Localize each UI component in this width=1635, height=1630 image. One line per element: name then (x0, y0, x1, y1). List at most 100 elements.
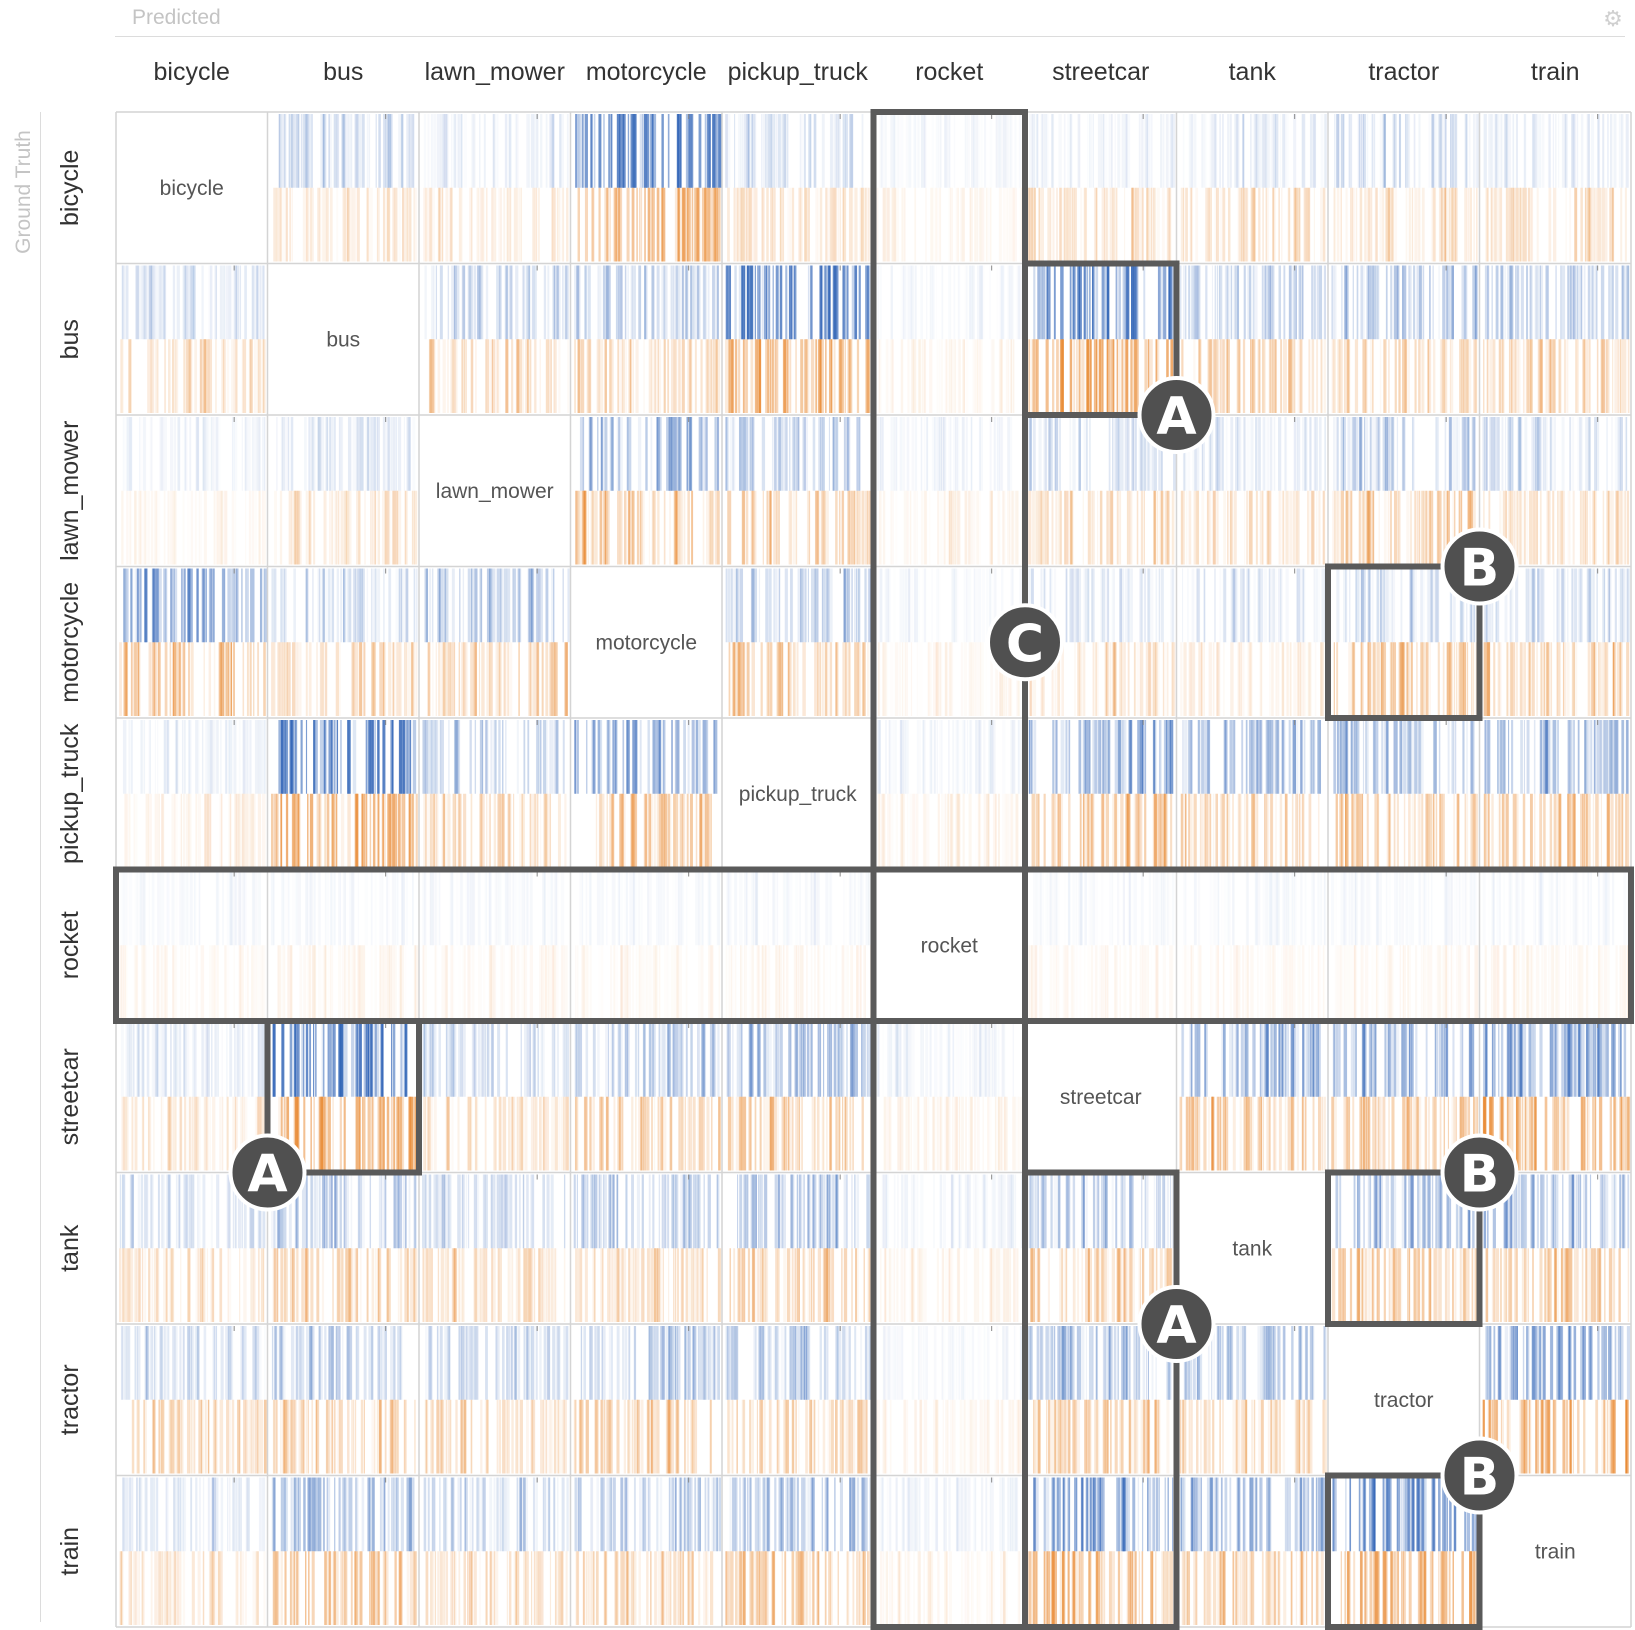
blue-stripe (1019, 114, 1021, 188)
blue-stripe (1309, 417, 1312, 491)
orange-stripe (796, 642, 799, 716)
orange-stripe (1365, 490, 1369, 565)
orange-stripe (658, 339, 662, 413)
orange-stripe (790, 642, 792, 716)
orange-stripe (950, 490, 955, 565)
orange-stripe (362, 642, 364, 716)
blue-stripe (264, 417, 266, 491)
blue-stripe (1341, 265, 1343, 340)
orange-stripe (432, 642, 434, 716)
blue-stripe (798, 417, 800, 491)
orange-stripe (1057, 642, 1061, 716)
orange-stripe (442, 642, 446, 716)
orange-stripe (767, 339, 771, 413)
blue-stripe (1380, 114, 1382, 188)
orange-stripe (1383, 642, 1387, 716)
blue-stripe (630, 265, 633, 340)
blue-stripe (1125, 417, 1129, 491)
orange-stripe (1153, 187, 1156, 262)
cell (570, 566, 722, 718)
blue-stripe (139, 568, 142, 643)
blue-stripe (1168, 265, 1170, 340)
orange-stripe (1522, 339, 1525, 413)
orange-stripe (853, 490, 856, 565)
blue-stripe (954, 114, 955, 188)
blue-stripe (140, 417, 143, 491)
orange-stripe (577, 187, 580, 262)
blue-stripe (1188, 265, 1190, 340)
orange-stripe (715, 339, 718, 413)
orange-stripe (754, 339, 759, 413)
blue-stripe (1529, 265, 1532, 340)
orange-stripe (233, 642, 235, 716)
blue-stripe (1160, 417, 1163, 491)
orange-stripe (262, 339, 266, 413)
blue-stripe (908, 568, 910, 643)
blue-stripe (1335, 114, 1339, 188)
blue-stripe (911, 417, 914, 491)
blue-stripe (1561, 265, 1566, 340)
orange-stripe (1581, 490, 1584, 565)
orange-stripe (200, 339, 202, 413)
blue-stripe (1363, 265, 1365, 340)
orange-stripe (968, 642, 972, 716)
orange-stripe (716, 490, 720, 565)
blue-stripe (1402, 265, 1404, 340)
blue-stripe (492, 114, 495, 188)
orange-stripe (457, 793, 461, 868)
blue-stripe (805, 417, 808, 491)
blue-stripe (1333, 265, 1337, 340)
orange-stripe (409, 793, 412, 868)
blue-stripe (788, 265, 793, 340)
orange-stripe (1369, 339, 1373, 413)
blue-stripe (284, 114, 286, 188)
orange-stripe (1387, 187, 1392, 262)
orange-stripe (641, 490, 645, 565)
orange-stripe (1305, 187, 1308, 262)
blue-stripe (1183, 265, 1185, 340)
blue-stripe (589, 417, 592, 491)
orange-stripe (262, 490, 264, 565)
orange-stripe (351, 642, 354, 716)
orange-stripe (878, 339, 880, 413)
blue-stripe (1402, 417, 1405, 491)
gear-icon[interactable]: ⚙ (1603, 6, 1623, 31)
blue-stripe (774, 417, 777, 491)
orange-stripe (1213, 339, 1217, 413)
orange-stripe (1240, 187, 1244, 262)
orange-stripe (822, 339, 824, 413)
blue-stripe (937, 568, 939, 643)
orange-stripe (623, 490, 627, 565)
orange-stripe (1406, 642, 1409, 716)
blue-stripe (1201, 114, 1204, 188)
blue-stripe (1555, 265, 1557, 340)
orange-stripe (1116, 490, 1119, 565)
orange-stripe (552, 642, 556, 716)
orange-stripe (534, 339, 536, 413)
blue-stripe (1115, 265, 1117, 340)
blue-stripe (1135, 265, 1138, 340)
blue-stripe (697, 720, 701, 794)
orange-stripe (1436, 490, 1440, 565)
orange-stripe (1292, 339, 1296, 413)
orange-stripe (963, 339, 965, 413)
orange-stripe (1399, 642, 1403, 716)
orange-stripe (220, 490, 224, 565)
orange-stripe (1005, 339, 1009, 413)
orange-stripe (234, 339, 237, 413)
blue-stripe (1275, 114, 1277, 188)
orange-stripe (249, 339, 253, 413)
orange-stripe (220, 793, 223, 868)
blue-stripe (338, 417, 341, 491)
orange-stripe (253, 642, 255, 716)
blue-stripe (832, 265, 836, 340)
blue-stripe (729, 417, 733, 491)
blue-stripe (512, 568, 514, 643)
blue-stripe (1298, 265, 1301, 340)
blue-stripe (813, 114, 816, 188)
blue-stripe (834, 114, 837, 188)
orange-stripe (1112, 187, 1115, 262)
orange-stripe (1203, 642, 1205, 716)
blue-stripe (463, 265, 466, 340)
blue-stripe (1070, 568, 1074, 643)
